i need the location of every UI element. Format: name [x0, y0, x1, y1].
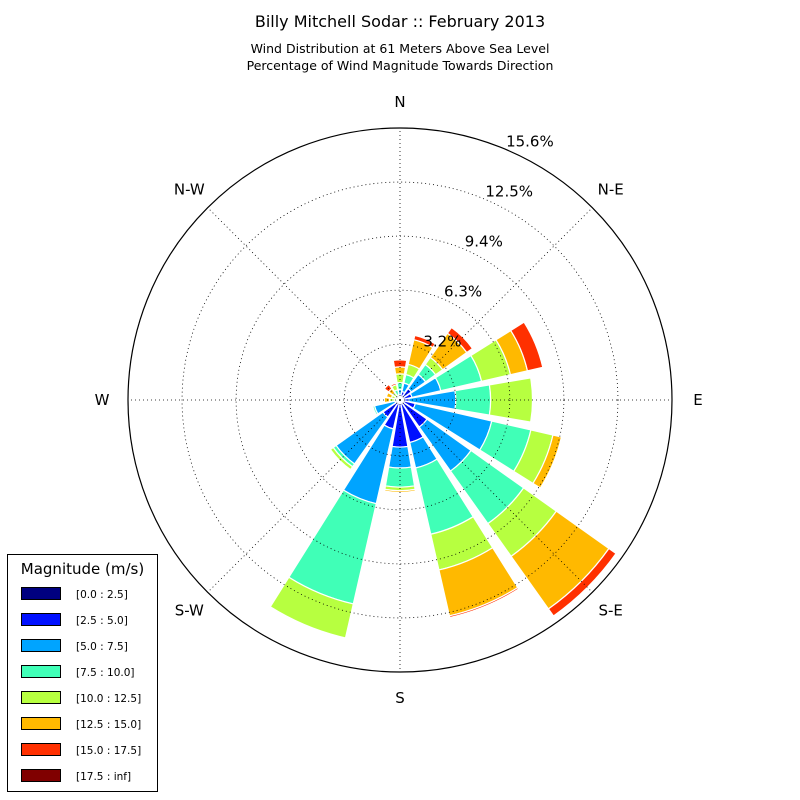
legend-title: Magnitude (m/s)	[20, 560, 145, 578]
ring-label-5: 15.6%	[506, 133, 554, 151]
legend-swatch	[21, 587, 61, 600]
wedge-dir-180-seg-6	[383, 488, 417, 494]
legend-label: [2.5 : 5.0]	[76, 615, 128, 627]
legend-item: [17.5 : inf]	[21, 769, 161, 783]
legend-label: [5.0 : 7.5]	[76, 641, 128, 653]
legend-item: [5.0 : 7.5]	[21, 639, 161, 653]
legend-swatch	[21, 613, 61, 626]
legend-swatch	[21, 743, 61, 756]
grid-spoke-4	[399, 399, 593, 593]
direction-label-s: S	[395, 689, 405, 707]
direction-label-w: W	[95, 391, 110, 409]
wedge-dir-270-seg-6	[383, 396, 391, 404]
wedge-dir-112.5-seg-6	[532, 434, 563, 489]
direction-label-n-w: N-W	[174, 180, 205, 198]
legend-item: [7.5 : 10.0]	[21, 665, 161, 679]
legend-swatch	[21, 717, 61, 730]
wedge-dir-22.5-seg-7	[413, 334, 437, 349]
wedge-dir-202.5-seg-5	[269, 576, 355, 639]
chart-subtitle-line-2: Percentage of Wind Magnitude Towards Dir…	[246, 58, 554, 73]
legend-item: [2.5 : 5.0]	[21, 613, 161, 627]
outer-circle	[127, 127, 673, 673]
wedge-dir-135-seg-7	[547, 547, 617, 617]
direction-label-e: E	[693, 391, 702, 409]
legend-label: [10.0 : 12.5]	[76, 693, 142, 705]
legend-swatch	[21, 639, 61, 652]
legend-item: [0.0 : 2.5]	[21, 587, 161, 601]
chart-subtitle-line-1: Wind Distribution at 61 Meters Above Sea…	[250, 41, 550, 56]
legend-item: [15.0 : 17.5]	[21, 743, 161, 757]
grid-spoke-6	[207, 399, 401, 593]
wind-rose-grid	[128, 128, 672, 672]
legend-swatch	[21, 665, 61, 678]
legend-swatch	[21, 769, 61, 782]
legend-item: [10.0 : 12.5]	[21, 691, 161, 705]
direction-label-n-e: N-E	[598, 180, 624, 198]
wind-rose-bars	[269, 321, 617, 639]
wedge-dir-337.5-seg-7	[389, 382, 398, 388]
grid-spoke-8	[207, 207, 401, 401]
grid-ring-1	[343, 343, 457, 457]
ring-label-2: 6.3%	[444, 283, 482, 301]
legend-label: [7.5 : 10.0]	[76, 667, 135, 679]
grid-spoke-2	[399, 207, 593, 401]
legend-label: [17.5 : inf]	[76, 771, 132, 783]
wedge-dir-67.5-seg-7	[509, 321, 544, 372]
wedge-dir-90-seg-5	[488, 377, 534, 423]
ring-label-3: 9.4%	[465, 233, 503, 251]
grid-ring-2	[289, 289, 511, 511]
ring-label-1: 3.2%	[423, 332, 461, 350]
legend-item: [12.5 : 15.0]	[21, 717, 161, 731]
legend-swatch	[21, 691, 61, 704]
grid-ring-4	[181, 181, 619, 619]
direction-label-n: N	[394, 93, 405, 111]
legend-label: [15.0 : 17.5]	[76, 745, 142, 757]
wind-rose-labels: N N-E E S-E S S-W W N-W 3.2% 6.3% 9.4% 12.5% 15.6%	[95, 93, 703, 707]
direction-label-s-e: S-E	[599, 602, 623, 620]
chart-title: Billy Mitchell Sodar :: February 2013	[254, 12, 546, 31]
legend-label: [12.5 : 15.0]	[76, 719, 142, 731]
wedge-dir-292.5-seg-6	[385, 391, 394, 399]
wedge-dir-225-seg-5	[329, 446, 354, 471]
wedge-dir-157.5-seg-7	[448, 586, 520, 619]
legend-label: [0.0 : 2.5]	[76, 589, 128, 601]
wedge-dir-247.5-seg-4	[372, 405, 379, 416]
direction-label-s-w: S-W	[175, 602, 204, 620]
grid-ring-3	[235, 235, 565, 565]
legend: Magnitude (m/s) [0.0 : 2.5] [2.5 : 5.0] [5…	[7, 554, 158, 792]
ring-label-4: 12.5%	[485, 183, 533, 201]
